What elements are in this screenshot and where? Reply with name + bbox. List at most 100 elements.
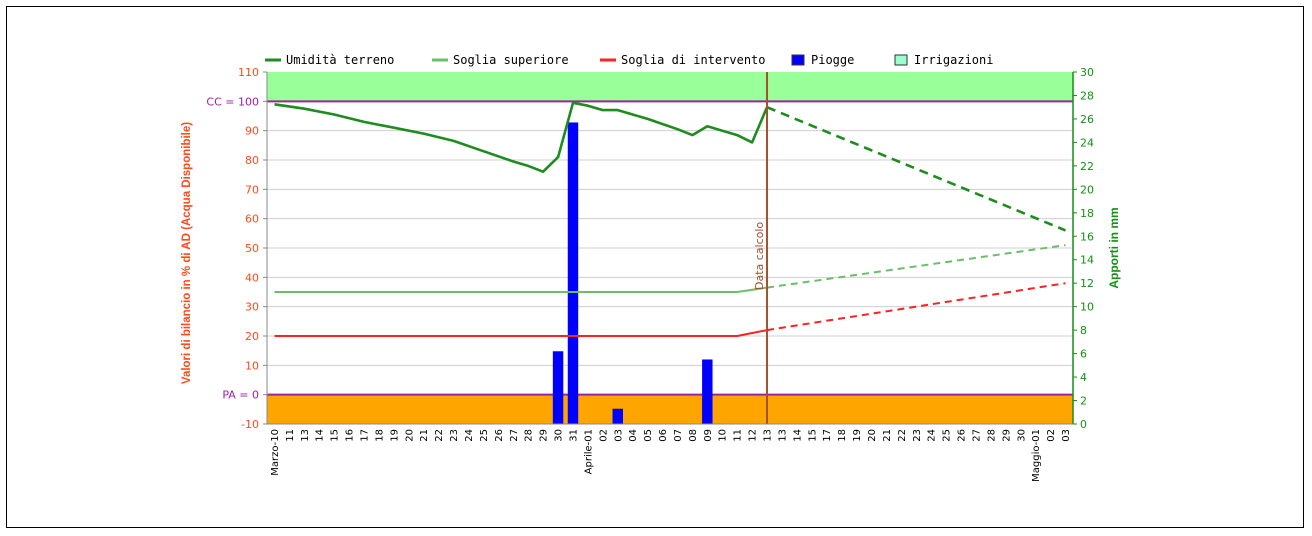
x-tick-label: 08: [688, 429, 699, 442]
y2-tick-label: 4: [1080, 371, 1087, 384]
y-tick-label: CC = 100: [206, 95, 259, 108]
x-tick-label: 11: [285, 429, 296, 442]
y2-tick-label: 26: [1080, 113, 1094, 126]
y-tick-label: 110: [238, 66, 259, 79]
y-tick-label: 60: [245, 213, 259, 226]
y2-tick-label: 28: [1080, 89, 1094, 102]
x-tick-label: 20: [867, 429, 878, 442]
series-line-0: [274, 101, 769, 173]
rain-bar: [552, 351, 564, 424]
x-tick-label: 30: [554, 429, 565, 442]
y-tick-label: 20: [245, 330, 259, 343]
y-tick-label: PA = 0: [222, 389, 259, 402]
x-tick-label: 15: [330, 429, 341, 442]
x-tick-label: 19: [389, 429, 400, 442]
x-tick-label: 03: [1061, 429, 1072, 442]
y-tick-label: 30: [245, 301, 259, 314]
y2-tick-label: 2: [1080, 395, 1087, 408]
x-tick-label: 20: [404, 429, 415, 442]
x-tick-label: 14: [315, 429, 326, 442]
x-tick-label: Marzo-10: [270, 429, 281, 476]
y2-tick-label: 10: [1080, 301, 1094, 314]
x-tick-label: Aprile-01: [583, 429, 594, 474]
legend-item-label: Umidità terreno: [286, 53, 394, 67]
legend-item-label: Soglia di intervento: [621, 53, 766, 67]
x-tick-label: 02: [598, 429, 609, 442]
x-tick-label: 16: [345, 429, 356, 442]
y2-tick-label: 22: [1080, 160, 1094, 173]
x-tick-label: 26: [494, 429, 505, 442]
x-tick-label: 29: [1001, 429, 1012, 442]
x-tick-label: 22: [434, 429, 445, 442]
x-tick-label: 13: [300, 429, 311, 442]
x-tick-label: 28: [524, 429, 535, 442]
x-tick-label: 21: [882, 429, 893, 442]
y2-tick-label: 30: [1080, 66, 1094, 79]
x-tick-label: 18: [837, 429, 848, 442]
x-tick-label: 14: [792, 429, 803, 442]
y-tick-label: -10: [241, 418, 259, 431]
y-tick-label: 40: [245, 271, 259, 284]
rain-bar: [612, 408, 623, 424]
legend-swatch-box: [791, 54, 805, 66]
x-tick-label: 23: [912, 429, 923, 442]
y-tick-label: 90: [245, 125, 259, 138]
x-tick-label: 02: [1046, 429, 1057, 442]
y2-tick-label: 18: [1080, 207, 1094, 220]
x-tick-label: 26: [957, 429, 968, 442]
rain-bar: [702, 359, 713, 424]
y2-axis-title: Apporti in mm: [1107, 207, 1121, 288]
legend-item-label: Irrigazioni: [914, 53, 993, 67]
x-tick-label: 25: [942, 429, 953, 442]
y2-tick-label: 24: [1080, 136, 1094, 149]
y2-tick-label: 14: [1080, 254, 1094, 267]
x-tick-label: 15: [807, 429, 818, 442]
band-below-pa: [267, 394, 1073, 424]
x-tick-label: 19: [852, 429, 863, 442]
rain-bar: [567, 122, 579, 424]
y-tick-label: 70: [245, 183, 259, 196]
y2-tick-label: 20: [1080, 183, 1094, 196]
x-tick-label: 30: [1016, 429, 1027, 442]
series-line-2: [274, 286, 768, 293]
series-line-4: [274, 329, 768, 337]
x-tick-label: 22: [897, 429, 908, 442]
series-line-3: [766, 244, 1066, 289]
x-tick-label: 06: [658, 429, 669, 442]
x-tick-label: 25: [479, 429, 490, 442]
legend-item-label: Piogge: [811, 53, 854, 67]
x-tick-label: 21: [419, 429, 430, 442]
x-tick-label: 24: [464, 429, 475, 442]
x-tick-label: 11: [733, 429, 744, 442]
legend-item-label: Soglia superiore: [453, 53, 569, 67]
x-tick-label: 07: [673, 429, 684, 442]
series-line-5: [766, 282, 1066, 332]
x-tick-label: 03: [613, 429, 624, 442]
series-line-1: [766, 105, 1066, 232]
x-tick-label: 09: [703, 429, 714, 442]
y-tick-label: 50: [245, 242, 259, 255]
x-tick-label: 10: [718, 429, 729, 442]
band-above-cc: [267, 72, 1073, 102]
x-tick-label: 31: [568, 429, 579, 442]
x-tick-label: 13: [777, 429, 788, 442]
y-tick-label: 10: [245, 359, 259, 372]
x-tick-label: 23: [449, 429, 460, 442]
y2-tick-label: 12: [1080, 277, 1094, 290]
x-tick-label: 18: [374, 429, 385, 442]
legend-swatch-box: [894, 54, 908, 66]
marker-label: Data calcolo: [753, 222, 766, 290]
x-tick-label: 05: [643, 429, 654, 442]
x-tick-label: 12: [748, 429, 759, 442]
x-tick-label: Maggio-01: [1031, 429, 1042, 482]
y2-tick-label: 16: [1080, 230, 1094, 243]
x-tick-label: 17: [360, 429, 371, 442]
y2-tick-label: 0: [1080, 418, 1087, 431]
x-tick-label: 28: [986, 429, 997, 442]
y-axis-title: Valori di bilancio in % di AD (Acqua Dis…: [181, 122, 193, 384]
x-tick-label: 04: [628, 429, 639, 442]
x-tick-label: 24: [927, 429, 938, 442]
x-tick-label: 13: [763, 429, 774, 442]
y2-tick-label: 8: [1080, 324, 1087, 337]
